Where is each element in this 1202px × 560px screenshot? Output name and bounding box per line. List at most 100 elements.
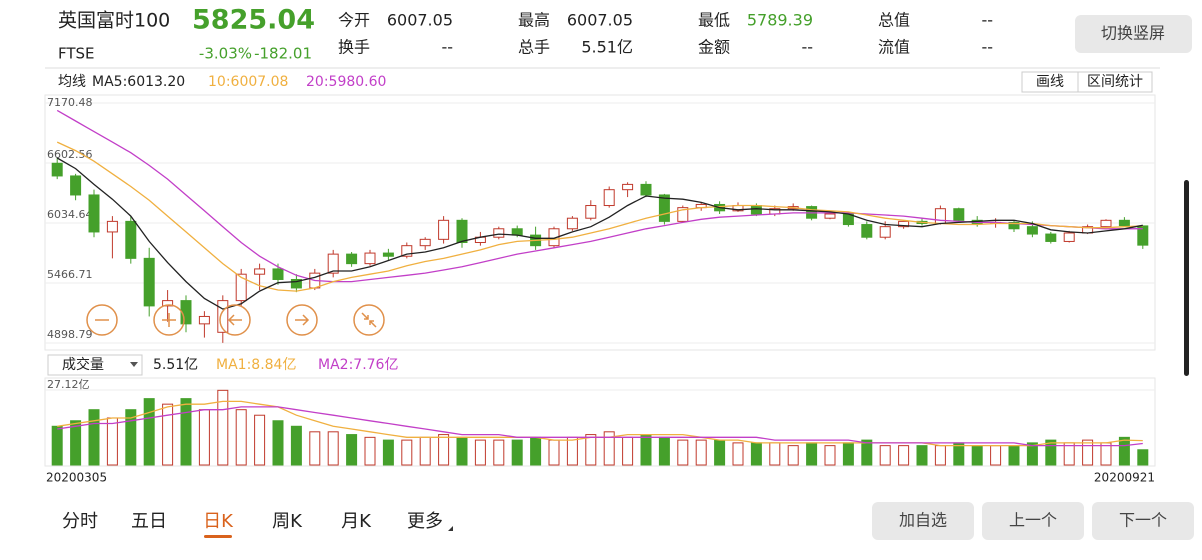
candle-body (566, 217, 578, 230)
button-label[interactable]: 下一个 (1119, 511, 1167, 530)
toggle-button[interactable] (1075, 15, 1192, 53)
candle-body (898, 220, 910, 228)
y-tick-label: 7170.48 (47, 96, 93, 109)
candle-body (438, 219, 450, 240)
candle-body (125, 220, 137, 259)
tab[interactable]: 五日 (131, 511, 167, 532)
volume-bar (180, 398, 192, 466)
bottom-buttons: 加自选 上一个 下一个 (872, 502, 1194, 540)
stat-label: 最低 (698, 11, 730, 30)
stat-value: 5789.39 (747, 11, 813, 30)
volume-bar (677, 439, 689, 466)
candle-body (290, 278, 302, 289)
volume-bar (162, 403, 174, 466)
volume-bar (1008, 445, 1020, 466)
candle-body (824, 213, 836, 219)
candle-body (88, 194, 100, 233)
volume-bar (971, 445, 983, 466)
period-tabs: 分时 五日 日K 周K 月K 更多 (62, 511, 453, 538)
ma5-line (56, 157, 1143, 310)
volume-bar (934, 445, 946, 466)
tab[interactable]: 日K (203, 511, 234, 532)
volume-bar (990, 445, 1002, 466)
volume-bar (806, 442, 818, 466)
volume-bar (750, 442, 762, 466)
candle-body (364, 252, 376, 265)
stat-label: 最高 (518, 11, 550, 30)
volume-bar (235, 409, 247, 466)
icon (295, 314, 310, 326)
candle-body (1026, 226, 1038, 235)
volume-bar (456, 436, 468, 466)
tool-label[interactable]: 画线 (1036, 74, 1064, 90)
reset[interactable] (353, 304, 385, 336)
button[interactable] (1092, 502, 1194, 540)
zoom-out[interactable] (86, 304, 118, 336)
tab[interactable]: 分时 (62, 511, 98, 532)
toggle-label[interactable]: 切换竖屏 (1101, 24, 1165, 43)
volume-selector[interactable] (47, 354, 143, 376)
volume-bar (695, 439, 707, 466)
volume-bar (419, 436, 431, 466)
volume-bar (474, 439, 486, 466)
icon (361, 312, 377, 328)
tool-button[interactable] (1077, 71, 1153, 93)
ma-label: 均线 (58, 74, 86, 90)
stat-label: 流值 (878, 38, 910, 57)
zoom-in[interactable] (153, 304, 185, 336)
button-label[interactable]: 加自选 (899, 511, 947, 530)
volume-bar (732, 442, 744, 466)
tab[interactable]: 更多 (407, 511, 443, 532)
candle-body (1008, 221, 1020, 230)
volume-bar (106, 417, 118, 466)
stat-value: 6007.05 (567, 11, 633, 30)
volume-current: 5.51亿 (153, 357, 198, 373)
scrollbar (1184, 180, 1189, 376)
volume-bar (603, 431, 615, 466)
price: 5825.04 (192, 5, 315, 36)
ma10-legend: 10:6007.08 (208, 74, 288, 90)
volume-bar (824, 445, 836, 466)
change: -182.01 (254, 45, 312, 63)
candle-body (493, 228, 505, 238)
selector-label[interactable]: 成交量 (62, 356, 104, 373)
candle-body (640, 183, 652, 196)
candle-body (419, 238, 431, 247)
tab[interactable]: 周K (272, 511, 303, 532)
tab[interactable]: 月K (341, 511, 372, 532)
button[interactable] (872, 502, 974, 540)
volume-bar (714, 439, 726, 466)
y-tick-label: 27.12亿 (47, 378, 90, 391)
move-left[interactable] (219, 304, 251, 336)
y-tick-label: 4898.79 (47, 328, 93, 341)
index-code: FTSE (58, 45, 95, 63)
volume-bar (88, 409, 100, 466)
volume-bar (548, 439, 560, 466)
price-plot: 7170.48 6602.56 6034.64 5466.71 4898.79 (45, 96, 1155, 344)
candle-body (953, 208, 965, 221)
candle-body (1118, 219, 1130, 227)
candle-body (934, 208, 946, 224)
volume-bar (217, 389, 229, 466)
volume-bar (290, 425, 302, 466)
volume-bar (530, 436, 542, 466)
candle-body (879, 226, 891, 238)
button-label[interactable]: 上一个 (1009, 511, 1057, 530)
candle-body (51, 162, 63, 177)
stat-label: 换手 (338, 38, 370, 57)
volume-bar (585, 434, 597, 466)
candle-body (382, 252, 394, 257)
tool-label[interactable]: 区间统计 (1087, 74, 1143, 90)
volume-bar (898, 445, 910, 466)
vol-ma1-legend: MA1:8.84亿 (216, 357, 296, 373)
move-right[interactable] (286, 304, 318, 336)
volume-bar (861, 439, 873, 466)
volume-bar (1026, 442, 1038, 466)
more-arrow (448, 526, 453, 531)
volume-bar (622, 436, 634, 466)
change-pct: -3.03% (199, 45, 252, 63)
candle-body (456, 219, 468, 244)
button[interactable] (982, 502, 1084, 540)
volume-bar (511, 439, 523, 466)
candle-body (401, 245, 413, 257)
